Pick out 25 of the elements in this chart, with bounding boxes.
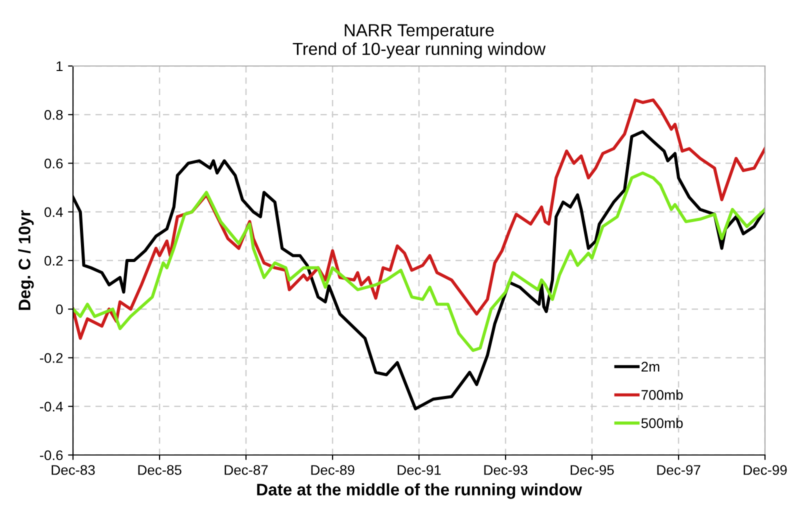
legend-label: 2m [642, 362, 660, 372]
y-tick-label: 0.2 [44, 256, 63, 266]
y-tick-label: -0.6 [40, 450, 63, 460]
x-tick-label: Dec-97 [657, 465, 700, 475]
y-tick-label: -0.4 [40, 402, 63, 412]
x-tick-label: Dec-87 [224, 465, 268, 475]
y-tick-label: 0.4 [44, 207, 63, 218]
x-tick-label: Dec-99 [744, 465, 787, 475]
line-series [73, 171, 765, 352]
legend-label: 500mb [641, 418, 683, 428]
x-tick-label: Dec-93 [484, 465, 528, 475]
x-tick-label: Dec-85 [138, 465, 182, 475]
y-tick-label: -0.2 [40, 353, 63, 363]
x-tick-label: Dec-89 [311, 465, 354, 475]
y-tick-label: 0.8 [44, 110, 63, 120]
x-axis-title: Date at the middle of the running window [257, 483, 582, 499]
chart-title: NARR Temperature Trend of 10-year running window [292, 24, 546, 58]
x-tick-label: Dec-91 [398, 465, 441, 475]
legend-label: 700mb [642, 390, 683, 400]
y-tick-label: 1 [56, 61, 63, 72]
x-tick-label: Dec-95 [570, 465, 614, 475]
y-tick-label: 0 [56, 304, 63, 314]
y-axis-title: Deg. C / 10yr [18, 210, 34, 310]
x-tick-label: Dec-83 [52, 465, 95, 475]
y-tick-label: 0.6 [44, 158, 63, 168]
